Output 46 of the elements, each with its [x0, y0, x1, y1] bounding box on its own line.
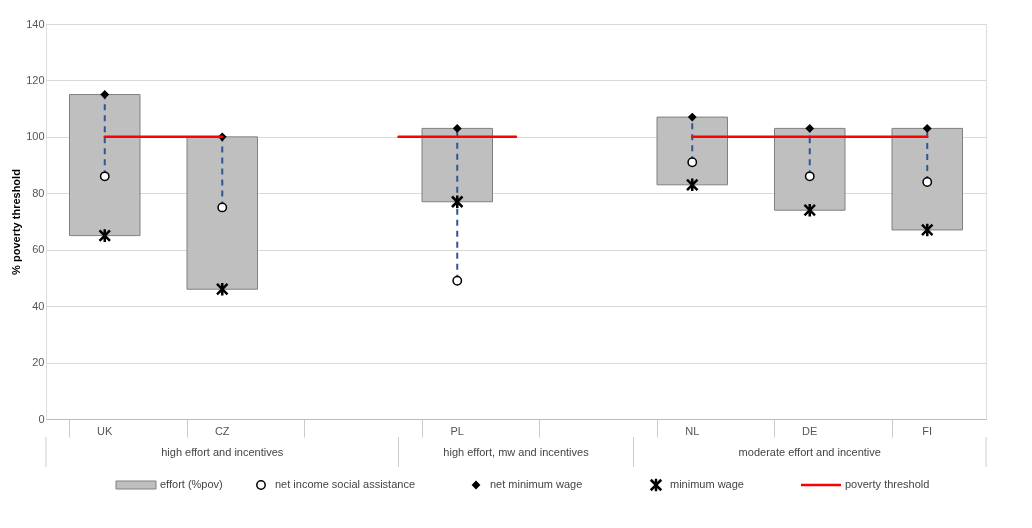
x-tick-label: PL: [450, 424, 464, 437]
y-axis-title: % poverty threshold: [10, 169, 23, 275]
bar: [186, 136, 258, 290]
y-tick-label: 120: [26, 73, 45, 86]
y-tick-label: 0: [38, 412, 45, 425]
point: [100, 90, 109, 99]
legend-label: net income social assistance: [275, 478, 416, 490]
point: [803, 202, 817, 218]
y-tick-label: 140: [26, 17, 45, 30]
point: [805, 124, 814, 133]
bar: [656, 116, 728, 186]
x-tick-label: CZ: [214, 424, 230, 437]
legend-label: poverty threshold: [845, 478, 930, 490]
point: [99, 171, 110, 182]
x-tick-label: FI: [922, 424, 933, 437]
point: [920, 222, 934, 238]
point: [687, 157, 698, 168]
point: [804, 171, 815, 182]
point: [685, 177, 699, 193]
point: [452, 275, 463, 286]
text: high effort and incentives: [161, 446, 284, 458]
legend-label: effort (%pov): [160, 478, 223, 490]
y-tick-label: 80: [32, 186, 45, 199]
point: [450, 194, 464, 210]
bar: [774, 127, 846, 211]
point: [98, 228, 112, 244]
bar: [891, 127, 963, 231]
point: [922, 177, 933, 187]
point: [217, 202, 228, 213]
y-tick-label: 100: [26, 130, 45, 143]
x-tick-label: NL: [685, 424, 700, 437]
legend-label: minimum wage: [670, 478, 744, 490]
x-tick-label: DE: [802, 424, 818, 437]
bar: [69, 94, 141, 237]
point: [688, 113, 697, 122]
point: [215, 281, 229, 297]
text: high effort, mw and incentives: [443, 446, 590, 458]
text: moderate effort and incentive: [738, 446, 881, 458]
y-tick-label: 60: [32, 243, 45, 256]
bar: [421, 127, 493, 203]
legend-label: net minimum wage: [490, 478, 583, 490]
y-tick-label: 40: [32, 299, 45, 312]
point: [923, 124, 932, 133]
point: [453, 124, 462, 133]
y-tick-label: 20: [32, 356, 45, 369]
x-tick-label: UK: [97, 424, 114, 437]
